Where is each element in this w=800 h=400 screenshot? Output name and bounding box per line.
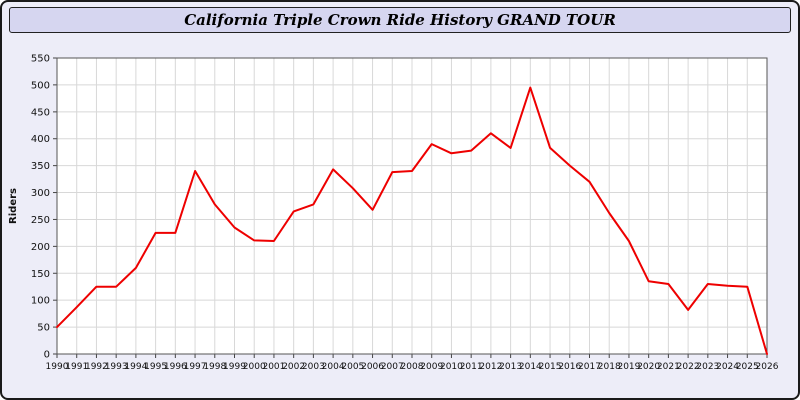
y-tick-label: 0 bbox=[44, 350, 50, 361]
y-tick-label: 200 bbox=[31, 242, 50, 253]
x-tick-label: 2000 bbox=[243, 362, 266, 372]
x-tick-label: 2014 bbox=[519, 362, 542, 372]
x-tick-label: 2020 bbox=[637, 362, 660, 372]
x-tick-label: 2012 bbox=[479, 362, 502, 372]
series-line-riders bbox=[56, 86, 768, 355]
x-tick-label: 2017 bbox=[578, 362, 601, 372]
chart-canvas: 0501001502002503003504004505005501990199… bbox=[8, 54, 779, 373]
x-tick-label: 2002 bbox=[282, 362, 305, 372]
y-tick-label: 150 bbox=[31, 269, 50, 280]
y-axis-label: Riders bbox=[8, 188, 19, 224]
x-tick-label: 2018 bbox=[598, 362, 621, 372]
x-tick-label: 2004 bbox=[322, 362, 345, 372]
x-tick-label: 1990 bbox=[46, 362, 69, 372]
y-tick-label: 300 bbox=[31, 188, 50, 199]
x-tick-label: 2015 bbox=[539, 362, 562, 372]
x-tick-label: 2021 bbox=[657, 362, 680, 372]
x-tick-label: 2008 bbox=[401, 362, 424, 372]
x-tick-label: 2022 bbox=[677, 362, 700, 372]
x-tick-label: 2005 bbox=[341, 362, 364, 372]
x-tick-label: 2026 bbox=[756, 362, 779, 372]
y-tick-label: 450 bbox=[31, 107, 50, 118]
y-tick-label: 550 bbox=[31, 54, 50, 65]
x-tick-label: 2010 bbox=[440, 362, 463, 372]
x-tick-label: 2003 bbox=[302, 362, 325, 372]
x-tick-label: 2025 bbox=[736, 362, 759, 372]
x-tick-label: 2023 bbox=[696, 362, 719, 372]
x-tick-label: 2001 bbox=[262, 362, 285, 372]
y-tick-label: 400 bbox=[31, 134, 50, 145]
x-tick-label: 1995 bbox=[144, 362, 167, 372]
x-tick-label: 1998 bbox=[203, 362, 226, 372]
y-tick-label: 500 bbox=[31, 80, 50, 91]
x-tick-label: 1999 bbox=[223, 362, 246, 372]
x-tick-label: 2009 bbox=[420, 362, 443, 372]
y-tick-label: 100 bbox=[31, 296, 50, 307]
x-tick-label: 1997 bbox=[184, 362, 207, 372]
x-tick-label: 2006 bbox=[361, 362, 384, 372]
x-tick-label: 2024 bbox=[716, 362, 739, 372]
x-tick-label: 1996 bbox=[164, 362, 187, 372]
chart-area: 0 50 100 150 200 250 300 350 400 450 500 550 1990 199… bbox=[2, 36, 798, 398]
plot-border bbox=[56, 57, 768, 355]
x-tick-label: 1991 bbox=[65, 362, 88, 372]
y-tick-label: 250 bbox=[31, 215, 50, 226]
x-tick-label: 2007 bbox=[381, 362, 404, 372]
x-tick-label: 1994 bbox=[124, 362, 147, 372]
x-tick-label: 2013 bbox=[499, 362, 522, 372]
x-tick-label: 1992 bbox=[85, 362, 108, 372]
chart-title-bar: California Triple Crown Ride History GRA… bbox=[9, 7, 791, 33]
x-tick-label: 2011 bbox=[460, 362, 483, 372]
y-tick-label: 350 bbox=[31, 161, 50, 172]
chart-title: California Triple Crown Ride History GRA… bbox=[184, 11, 616, 29]
y-tick-label: 50 bbox=[37, 323, 50, 334]
x-tick-label: 1993 bbox=[105, 362, 128, 372]
x-tick-label: 2019 bbox=[617, 362, 640, 372]
x-tick-label: 2016 bbox=[558, 362, 581, 372]
